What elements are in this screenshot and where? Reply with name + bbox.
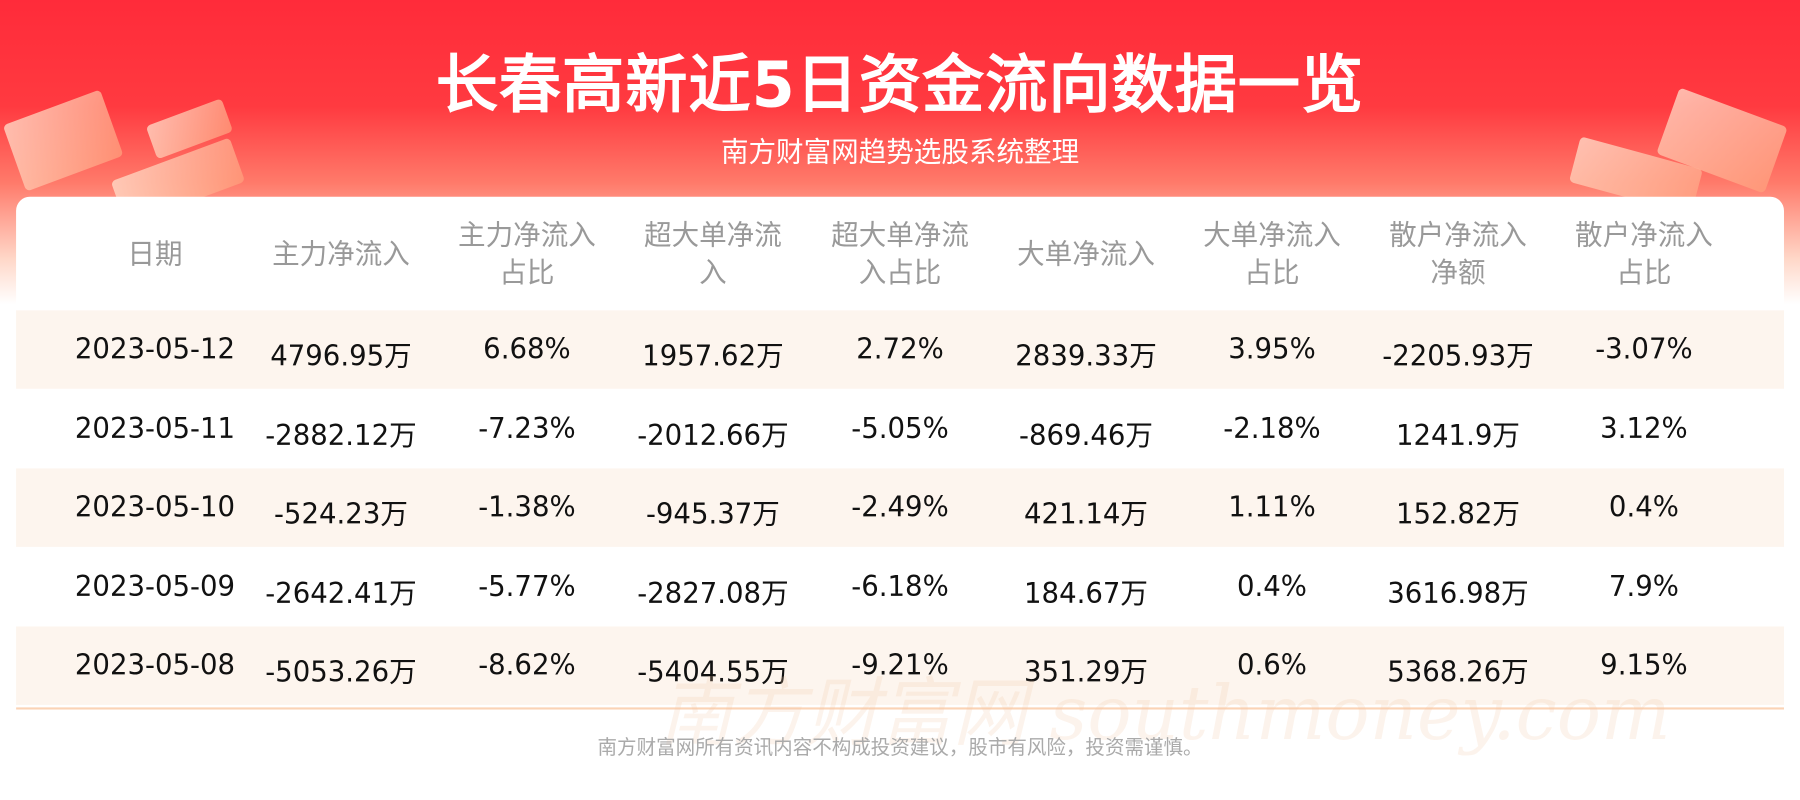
table-cell: 3.95% [1228, 331, 1316, 365]
table-cell: 0.6% [1236, 648, 1307, 681]
table-cell: -2205.93万 [1382, 339, 1534, 372]
table-cell: -2.49% [851, 490, 949, 523]
table-cell: 351.29万 [1024, 655, 1148, 688]
table-cell: 1.11% [1228, 490, 1316, 523]
table-cell: 2839.33万 [1015, 339, 1157, 372]
table-cell: 4796.95万 [270, 339, 412, 372]
column-header: 主力净流入 占比 [441, 216, 613, 291]
column-header: 大单净流入 占比 [1186, 216, 1358, 291]
column-header-line: 入占比 [858, 255, 942, 289]
table-cell: 1957.62万 [642, 339, 784, 372]
column-header: 日期 [69, 235, 241, 272]
table-cell: -9.21% [851, 648, 949, 681]
table-row: 2023-05-12 4796.95万 6.68% 1957.62万 2.72% 2839… [16, 310, 1784, 389]
column-header: 散户净流入 占比 [1558, 216, 1730, 291]
table-cell: -7.23% [478, 411, 576, 445]
page-subtitle: 南方财富网趋势选股系统整理 [720, 135, 1080, 169]
column-header-line: 净额 [1430, 255, 1486, 289]
table-row: 2023-05-11 -2882.12万 -7.23% -2012.66万 -5.05%… [16, 390, 1784, 468]
table-cell: 1241.9万 [1395, 418, 1520, 452]
table-cell: 7.9% [1608, 569, 1679, 603]
column-header-line: 大单净流入 [1203, 218, 1341, 252]
table-row: 2023-05-10 -524.23万 -1.38% -945.37万 -2.49% 42… [16, 468, 1784, 547]
table-cell: 2023-05-08 [74, 648, 236, 681]
table-cell: 2023-05-12 [74, 331, 236, 365]
disclaimer: 南方财富网所有资讯内容不构成投资建议，股市有风险，投资需谨慎。 [597, 736, 1203, 760]
table-cell: -3.07% [1595, 331, 1693, 365]
table-cell: 0.4% [1608, 490, 1679, 523]
column-header: 散户净流入 净额 [1372, 216, 1544, 291]
table-cell: 2023-05-10 [74, 490, 236, 523]
table-cell: 184.67万 [1024, 576, 1148, 610]
table-cell: -2.18% [1223, 411, 1321, 445]
data-table: 日期 主力净流入 主力净流入 占比 超大单净流入超大单净流 入占比 大单净流入 大单净流入 占比… [16, 196, 1784, 758]
table-cell: 3.12% [1600, 411, 1688, 445]
table-cell: 2.72% [856, 331, 944, 365]
table-header: 日期 主力净流入 主力净流入 占比 超大单净流入超大单净流 入占比 大单净流入 大单净流入 占比… [16, 197, 1784, 311]
column-header-line: 散户净流入 [1575, 218, 1713, 252]
table-cell: 0.4% [1236, 569, 1307, 603]
table-cell: -945.37万 [645, 497, 780, 530]
column-header: 大单净流入 [1000, 235, 1172, 272]
page-title: 长春高新近5日资金流向数据一览 [435, 48, 1365, 122]
column-header-line: 占比 [499, 255, 555, 289]
table-cell: -6.18% [851, 569, 949, 603]
table-cell: 3616.98万 [1387, 576, 1529, 610]
table-row: 2023-05-09 -2642.41万 -5.77% -2827.08万 -6.18%… [16, 548, 1784, 626]
table-cell: -869.46万 [1019, 418, 1153, 452]
table-cell: 152.82万 [1395, 497, 1520, 530]
table-cell: -2642.41万 [265, 576, 417, 610]
table-cell: 2023-05-11 [74, 411, 236, 445]
table-cell: -5404.55万 [637, 655, 789, 688]
table-cell: -2882.12万 [265, 418, 417, 452]
table-cell: 421.14万 [1024, 497, 1148, 530]
column-header-line: 占比 [1244, 255, 1300, 289]
column-header-line: 超大单净流 [831, 218, 969, 252]
table-cell: -2012.66万 [637, 418, 789, 452]
column-header-line: 超大单净流 [644, 218, 782, 252]
column-header-line: 主力净流入 [458, 218, 596, 252]
table-cell: -8.62% [478, 648, 576, 681]
column-header-line: 主力净流入 [272, 237, 410, 270]
column-header-line: 入 [699, 255, 727, 289]
column-header-line: 散户净流入 [1389, 218, 1527, 252]
column-header-line: 大单净流入 [1017, 237, 1155, 270]
column-header: 超大单净流 入占比 [814, 216, 986, 291]
column-header: 主力净流入 [255, 235, 427, 272]
column-header-line: 日期 [127, 237, 183, 270]
column-header-line: 占比 [1616, 255, 1672, 289]
table-cell: 6.68% [483, 331, 571, 365]
table-cell: -5.77% [478, 569, 576, 603]
table-cell: 5368.26万 [1387, 655, 1529, 688]
table-cell: -5.05% [851, 411, 949, 445]
table-cell: -5053.26万 [265, 655, 417, 688]
column-header: 超大单净流入 [627, 216, 799, 291]
table-row: 2023-05-08 -5053.26万 -8.62% -5404.55万 -9.21%… [16, 626, 1784, 705]
table-cell: -524.23万 [273, 497, 408, 530]
table-cell: 9.15% [1600, 648, 1688, 681]
table-cell: -2827.08万 [637, 576, 789, 610]
table-cell: -1.38% [478, 490, 576, 523]
table-cell: 2023-05-09 [74, 569, 236, 603]
